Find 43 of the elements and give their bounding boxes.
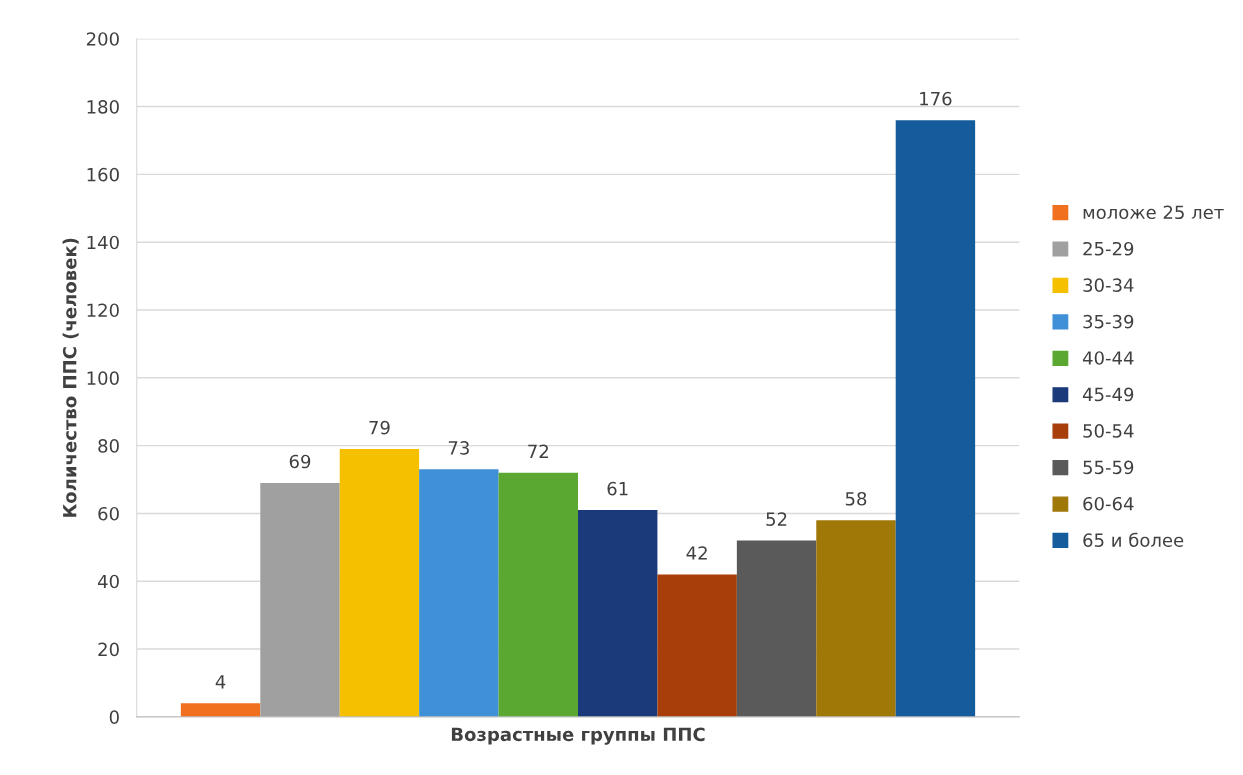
bar	[339, 449, 420, 717]
y-tick-label: 200	[86, 32, 119, 46]
data-label: 79	[369, 420, 390, 435]
legend-label: 55-59	[1083, 460, 1134, 475]
legend-label: 65 и более	[1083, 532, 1184, 547]
legend-label: 60-64	[1083, 496, 1134, 511]
y-tick-label: 180	[87, 100, 119, 114]
data-label: 42	[686, 546, 707, 560]
data-label: 61	[607, 481, 628, 496]
legend-label: 40-44	[1082, 351, 1134, 365]
y-axis-title: Количество ППС (человек)	[62, 238, 79, 517]
y-tick-label: 0	[109, 710, 119, 724]
y-tick-label: 40	[97, 574, 119, 589]
legend-label: 45-49	[1082, 387, 1134, 402]
y-tick-label: 20	[98, 642, 119, 657]
data-label: 58	[845, 491, 867, 506]
data-label: 176	[920, 91, 952, 106]
bar	[657, 574, 737, 717]
data-label: 4	[215, 675, 226, 689]
y-tick-label: 140	[87, 235, 119, 250]
y-tick-label: 100	[87, 371, 119, 385]
data-label: 73	[448, 441, 469, 455]
legend-label: моложе 25 лет	[1083, 205, 1224, 220]
legend-label: 25-29	[1083, 241, 1134, 256]
bar	[180, 703, 261, 717]
bar	[736, 540, 817, 717]
data-label: 69	[289, 454, 311, 469]
bar	[816, 520, 896, 717]
y-tick-label: 120	[87, 303, 119, 318]
x-axis-title: Возрастные группы ППС	[451, 727, 705, 745]
bar	[577, 510, 658, 717]
bar	[498, 472, 578, 717]
data-label: 72	[528, 444, 548, 458]
data-label: 52	[766, 512, 787, 526]
bar	[260, 482, 340, 717]
legend-label: 35-39	[1083, 314, 1134, 329]
legend-label: 30-34	[1083, 278, 1134, 292]
y-tick-label: 160	[87, 167, 119, 182]
y-tick-label: 80	[98, 439, 119, 453]
bar	[419, 469, 499, 717]
y-tick-label: 60	[98, 506, 119, 521]
legend-label: 50-54	[1083, 424, 1134, 438]
bar	[895, 120, 976, 717]
